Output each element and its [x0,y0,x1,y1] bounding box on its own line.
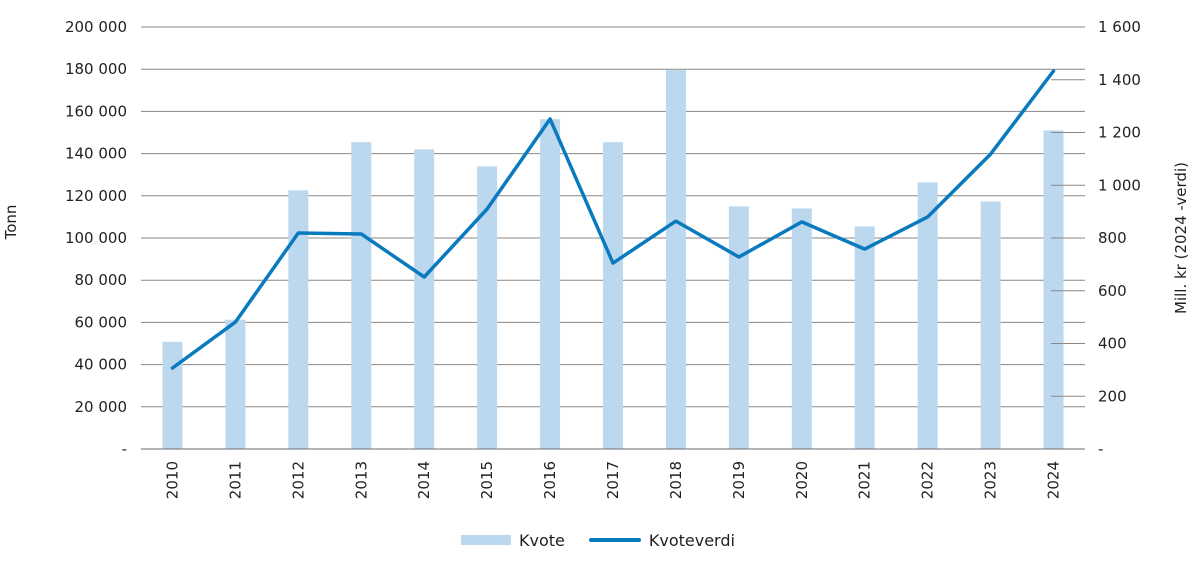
legend-line-swatch [588,538,641,542]
left-axis-labels: - 20 000 40 000 60 000 80 000 100 000 120 000 1… [65,18,127,458]
legend: Kvote Kvoteverdi [461,528,759,552]
right-tick-label: 1 400 [1098,71,1141,89]
right-tick-label: 400 [1098,335,1127,353]
legend-label-kvoteverdi: Kvoteverdi [648,530,735,550]
bar [288,190,309,449]
left-tick-label: 100 000 [65,229,127,247]
bar [414,149,435,449]
bar [351,142,372,449]
legend-item-kvote: Kvote [461,531,565,550]
bar [540,119,561,449]
bar [665,70,686,449]
left-tick-label: - [122,440,127,458]
right-tick-label: - [1098,440,1103,458]
right-tick-label: 800 [1098,229,1127,247]
bar [854,226,875,449]
left-tick-label: 20 000 [75,398,128,416]
left-tick-label: 60 000 [75,313,128,331]
right-tick-label: 1 600 [1098,18,1141,36]
bar [477,166,498,449]
x-tick-label: 2015 [478,461,496,499]
right-tick-label: 600 [1098,282,1127,300]
left-tick-label: 40 000 [75,356,128,374]
left-axis-title: Tonn [2,205,20,241]
bar [728,206,749,449]
legend-item-kvoteverdi: Kvoteverdi [588,530,735,550]
x-axis-labels: 2010 2011 2012 2013 2014 2015 2016 2017 2018 2019… [163,461,1062,499]
right-axis-title: Mill. kr (2024 -verdi) [1172,162,1190,314]
left-tick-label: 160 000 [65,102,127,120]
legend-label-kvote: Kvote [519,530,565,550]
bar-series-kvote [162,70,1064,449]
right-tick-label: 1 000 [1098,176,1141,194]
x-tick-label: 2010 [163,461,181,499]
x-tick-label: 2018 [667,461,685,499]
bar [603,142,623,449]
right-tick-label: 1 200 [1098,124,1141,142]
right-tick-label: 200 [1098,387,1127,405]
bar [917,182,938,449]
x-tick-label: 2021 [856,461,874,499]
bar [980,201,1001,449]
x-tick-label: 2017 [604,461,622,499]
legend-bar-swatch [461,535,511,545]
x-tick-label: 2024 [1045,461,1063,499]
right-axis-ticks [1051,26,1085,450]
x-tick-label: 2022 [919,461,937,499]
bar [791,208,812,449]
x-tick-label: 2016 [541,461,559,499]
bar [225,319,246,449]
x-tick-label: 2020 [793,461,811,499]
x-tick-label: 2023 [982,461,1000,499]
x-tick-label: 2019 [730,461,748,499]
right-axis-labels: - 200 400 600 800 1 000 1 200 1 400 1 600 [1098,18,1141,458]
left-tick-label: 140 000 [65,145,127,163]
x-tick-label: 2011 [226,461,244,499]
left-tick-label: 200 000 [65,18,127,36]
bar [162,341,183,449]
left-tick-label: 120 000 [65,187,127,205]
x-tick-label: 2012 [289,461,307,499]
line-series-kvoteverdi [170,69,1056,370]
left-tick-label: 80 000 [75,271,128,289]
x-tick-label: 2013 [352,461,370,499]
left-tick-label: 180 000 [65,60,127,78]
x-tick-label: 2014 [415,461,433,499]
bar [1043,130,1064,449]
